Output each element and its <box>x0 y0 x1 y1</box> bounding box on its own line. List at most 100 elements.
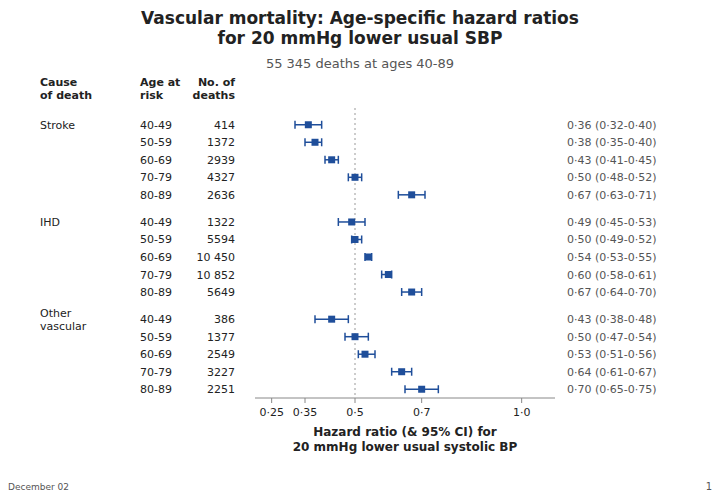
deaths-label: 2939 <box>207 154 235 167</box>
text-line: Stroke <box>40 119 75 132</box>
estimate-label: 0·50 (0·48-0·52) <box>567 171 657 184</box>
deaths-label: 386 <box>214 313 235 326</box>
deaths-label: 3227 <box>207 366 235 379</box>
plot-area <box>295 108 438 398</box>
age-label: 50-59 <box>140 331 172 344</box>
confidence-interval <box>295 121 322 129</box>
deaths-label: 414 <box>214 119 235 132</box>
age-label: 70-79 <box>140 171 172 184</box>
ci-cap <box>424 191 426 199</box>
ci-cap <box>321 138 323 146</box>
age-label: 80-89 <box>140 286 172 299</box>
point-estimate <box>398 368 405 375</box>
tick-mark <box>355 398 356 403</box>
deaths-label: 10 450 <box>197 251 236 264</box>
age-label: 40-49 <box>140 119 172 132</box>
confidence-interval <box>338 218 365 226</box>
text-line: Age at <box>140 76 180 89</box>
axis-line <box>255 398 555 399</box>
ci-cap <box>348 315 350 323</box>
ci-cap <box>421 288 423 296</box>
tick-label: 0·25 <box>259 406 284 419</box>
confidence-interval <box>382 271 392 279</box>
deaths-label: 5594 <box>207 233 235 246</box>
tick-label: 1·0 <box>513 406 531 419</box>
ci-cap <box>368 333 370 341</box>
estimate-label: 0·67 (0·63-0·71) <box>567 189 657 202</box>
table-text: Stroke40-494140·36 (0·32-0·40)50-5913720… <box>40 119 657 396</box>
confidence-interval <box>305 138 322 146</box>
point-estimate <box>348 218 355 225</box>
age-label: 80-89 <box>140 383 172 396</box>
estimate-label: 0·50 (0·47-0·54) <box>567 331 657 344</box>
text-line: IHD <box>40 216 60 229</box>
confidence-interval <box>365 253 372 261</box>
age-label: 70-79 <box>140 269 172 282</box>
confidence-interval <box>325 156 338 164</box>
text-line: for 20 mmHg lower usual SBP <box>218 28 503 48</box>
confidence-interval <box>358 350 375 358</box>
point-estimate <box>328 156 335 163</box>
deaths-label: 4327 <box>207 171 235 184</box>
text-line: Other <box>40 307 72 320</box>
point-estimate <box>328 316 335 323</box>
tick-label: 0·7 <box>413 406 431 419</box>
age-label: 50-59 <box>140 136 172 149</box>
ci-cap <box>324 156 326 164</box>
deaths-label: 10 852 <box>197 269 236 282</box>
ci-cap <box>358 350 360 358</box>
text-line: Vascular mortality: Age-specific hazard … <box>141 8 579 28</box>
point-estimate <box>418 386 425 393</box>
ci-cap <box>398 191 400 199</box>
age-label: 40-49 <box>140 216 172 229</box>
estimate-label: 0·67 (0·64-0·70) <box>567 286 657 299</box>
ci-cap <box>374 350 376 358</box>
deaths-label: 1372 <box>207 136 235 149</box>
confidence-interval <box>392 368 412 376</box>
tick-mark <box>421 398 422 403</box>
ci-cap <box>364 218 366 226</box>
ci-cap <box>338 156 340 164</box>
estimate-label: 0·43 (0·41-0·45) <box>567 154 657 167</box>
point-estimate <box>352 236 359 243</box>
deaths-label: 2549 <box>207 348 235 361</box>
estimate-label: 0·53 (0·51-0·56) <box>567 348 657 361</box>
estimate-label: 0·38 (0·35-0·40) <box>567 136 657 149</box>
tick-mark <box>521 398 522 403</box>
text-line: deaths <box>193 89 236 102</box>
ci-cap <box>411 368 413 376</box>
ci-cap <box>304 138 306 146</box>
age-label: 80-89 <box>140 189 172 202</box>
tick-mark <box>271 398 272 403</box>
confidence-interval <box>402 288 422 296</box>
ci-cap <box>401 288 403 296</box>
text-line: of death <box>40 89 92 102</box>
column-header: No. ofdeaths <box>193 76 236 102</box>
ci-cap <box>438 385 440 393</box>
point-estimate <box>408 289 415 296</box>
column-header: Causeof death <box>40 76 92 102</box>
deaths-label: 5649 <box>207 286 235 299</box>
age-label: 60-69 <box>140 348 172 361</box>
confidence-interval <box>315 315 348 323</box>
text-line: No. of <box>198 76 235 89</box>
point-estimate <box>312 139 319 146</box>
text-line: Cause <box>40 76 77 89</box>
point-estimate <box>352 333 359 340</box>
ci-cap <box>381 271 383 279</box>
subtitle: 55 345 deaths at ages 40-89 <box>266 56 454 71</box>
ci-cap <box>338 218 340 226</box>
point-estimate <box>365 254 372 261</box>
ci-cap <box>361 235 363 243</box>
tick-label: 0·35 <box>293 406 318 419</box>
page-number: 1 <box>706 481 712 492</box>
text-line: Hazard ratio (& 95% CI) for <box>313 425 497 439</box>
estimate-label: 0·64 (0·61-0·67) <box>567 366 657 379</box>
title: Vascular mortality: Age-specific hazard … <box>141 8 579 48</box>
estimate-label: 0·70 (0·65-0·75) <box>567 383 657 396</box>
estimate-label: 0·54 (0·53-0·55) <box>567 251 657 264</box>
point-estimate <box>362 351 369 358</box>
ci-cap <box>321 121 323 129</box>
ci-cap <box>314 315 316 323</box>
deaths-label: 2636 <box>207 189 235 202</box>
